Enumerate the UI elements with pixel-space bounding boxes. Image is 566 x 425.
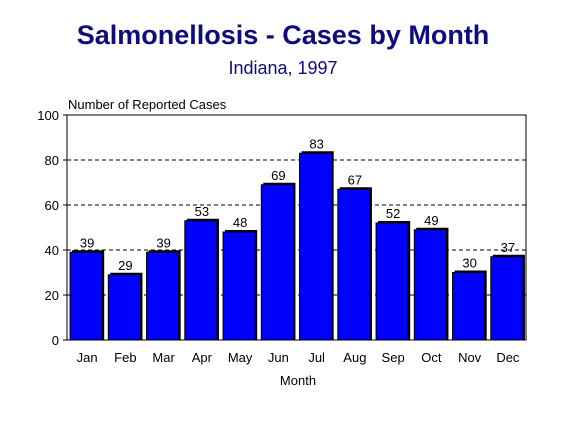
x-tick-label: Jun	[268, 350, 289, 365]
bar	[184, 220, 218, 341]
bar	[69, 251, 103, 341]
data-label: 69	[271, 168, 285, 183]
data-label: 53	[195, 204, 209, 219]
bar	[413, 229, 447, 341]
data-label: 67	[348, 172, 362, 187]
x-tick-label: Mar	[152, 350, 175, 365]
x-tick-label: Jul	[308, 350, 325, 365]
y-tick-label: 20	[45, 288, 59, 303]
y-tick-label: 60	[45, 198, 59, 213]
x-tick-label: Nov	[458, 350, 482, 365]
data-label: 49	[424, 213, 438, 228]
x-tick-label: Sep	[382, 350, 405, 365]
bar	[490, 256, 524, 341]
bar	[107, 274, 141, 341]
data-label: 30	[462, 256, 476, 271]
x-tick-label: Dec	[496, 350, 520, 365]
plot-frame	[66, 114, 527, 341]
bar	[299, 152, 333, 341]
y-axis-label: Number of Reported Cases	[68, 97, 227, 112]
chart-subtitle: Indiana, 1997	[228, 58, 338, 78]
bar	[337, 188, 371, 341]
bar	[146, 251, 180, 341]
bar	[375, 222, 409, 341]
x-tick-label: May	[228, 350, 253, 365]
y-tick-label: 40	[45, 243, 59, 258]
x-axis-label: Month	[279, 373, 317, 388]
y-tick-label: 80	[45, 153, 59, 168]
data-label: 83	[309, 136, 323, 151]
x-tick-label: Aug	[343, 350, 366, 365]
x-tick-label: Apr	[192, 350, 213, 365]
y-tick-label: 0	[52, 333, 59, 348]
chart-title: Salmonellosis - Cases by Month	[76, 20, 490, 50]
x-tick-label: Feb	[114, 350, 136, 365]
data-label: 52	[386, 206, 400, 221]
data-label: 39	[80, 235, 94, 250]
bar	[452, 272, 486, 341]
bar	[222, 231, 256, 341]
data-label: 37	[501, 240, 515, 255]
data-label: 39	[156, 235, 170, 250]
data-label: 29	[118, 258, 132, 273]
x-tick-label: Jan	[77, 350, 98, 365]
bar	[260, 184, 294, 341]
data-label: 48	[233, 215, 247, 230]
x-tick-label: Oct	[421, 350, 442, 365]
y-tick-label: 100	[37, 108, 59, 123]
